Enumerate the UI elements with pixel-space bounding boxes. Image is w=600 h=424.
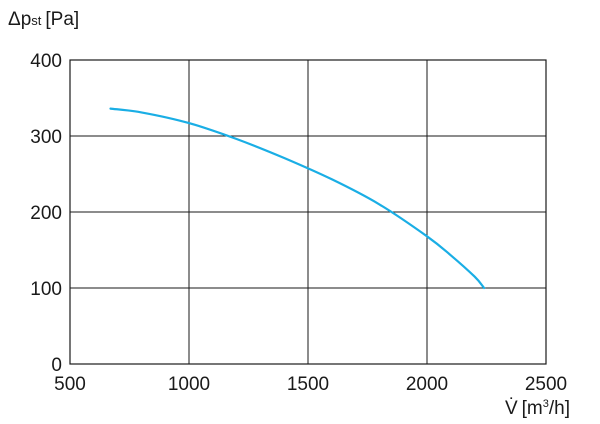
y-tick-label-100: 100 (30, 279, 62, 300)
y-tick-label-0: 0 (51, 355, 62, 376)
plot-frame (69, 59, 547, 365)
x-tick-label-2500: 2500 (525, 374, 567, 395)
x-tick-label-500: 500 (54, 374, 86, 395)
y-tick-labels: 0 100 200 300 400 (30, 51, 62, 376)
y-tick-label-300: 300 (30, 127, 62, 148)
series-layer (109, 107, 486, 290)
y-tick-label-400: 400 (30, 51, 62, 72)
x-axis-label: V̇ [m3/h] (505, 398, 570, 419)
x-tick-label-2000: 2000 (406, 374, 448, 395)
plot-border (69, 59, 547, 365)
series-line-0 (109, 107, 486, 290)
x-tick-label-1000: 1000 (168, 374, 210, 395)
y-tick-label-200: 200 (30, 203, 62, 224)
grid (70, 60, 546, 364)
x-tick-label-1500: 1500 (287, 374, 329, 395)
y-axis-label: Δpst [Pa] (8, 9, 79, 30)
x-tick-labels: 500 1000 1500 2000 2500 (54, 374, 567, 395)
